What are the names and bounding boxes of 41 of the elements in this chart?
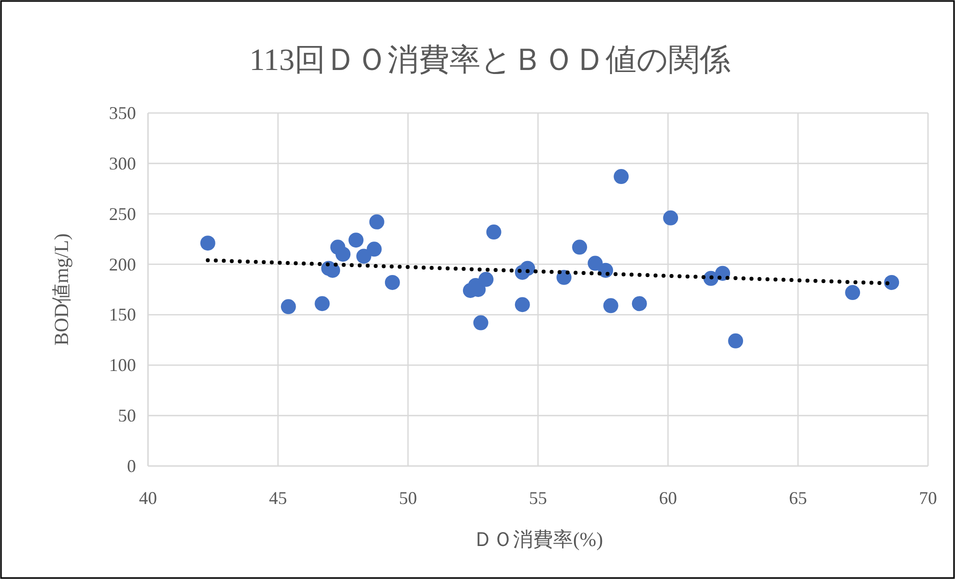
x-tick-label: 60 xyxy=(659,488,677,508)
point xyxy=(603,298,618,314)
y-axis-title: BOD値mg/L) xyxy=(51,233,73,346)
y-tick-label: 200 xyxy=(109,254,136,274)
x-tick-label: 50 xyxy=(399,488,417,508)
point xyxy=(884,274,900,290)
y-tick-label: 150 xyxy=(109,304,136,325)
x-tick-label: 45 xyxy=(269,488,287,508)
y-tick-label: 250 xyxy=(109,204,136,224)
point xyxy=(356,248,372,264)
point xyxy=(663,210,678,226)
point xyxy=(280,299,296,314)
y-tick-label: 50 xyxy=(118,406,136,426)
x-tick-label: 65 xyxy=(789,488,807,508)
point xyxy=(348,232,364,248)
point xyxy=(473,315,488,330)
chart-title: 113回ＤＯ消費率とＢＯＤ値の関係 xyxy=(249,42,731,77)
point xyxy=(325,262,340,278)
x-tick-label: 55 xyxy=(529,488,547,508)
point xyxy=(384,274,400,290)
point xyxy=(486,224,502,240)
point xyxy=(845,285,860,300)
point xyxy=(514,297,530,312)
y-tick-label: 350 xyxy=(109,103,136,123)
point xyxy=(336,246,350,262)
point xyxy=(614,169,629,184)
y-tick-label: 300 xyxy=(109,153,136,174)
point xyxy=(728,333,744,348)
x-tick-label: 70 xyxy=(919,488,937,508)
point xyxy=(366,242,382,257)
point xyxy=(200,236,216,251)
x-tick-label: 40 xyxy=(139,488,157,508)
y-tick-label: 0 xyxy=(127,456,136,476)
point xyxy=(588,256,603,271)
point xyxy=(632,296,647,312)
x-axis-title: ＤＯ消費率(%) xyxy=(473,529,603,551)
y-tick-label: 100 xyxy=(109,355,136,376)
point xyxy=(572,240,588,255)
point xyxy=(369,214,384,230)
point xyxy=(314,296,330,312)
point xyxy=(478,272,494,287)
